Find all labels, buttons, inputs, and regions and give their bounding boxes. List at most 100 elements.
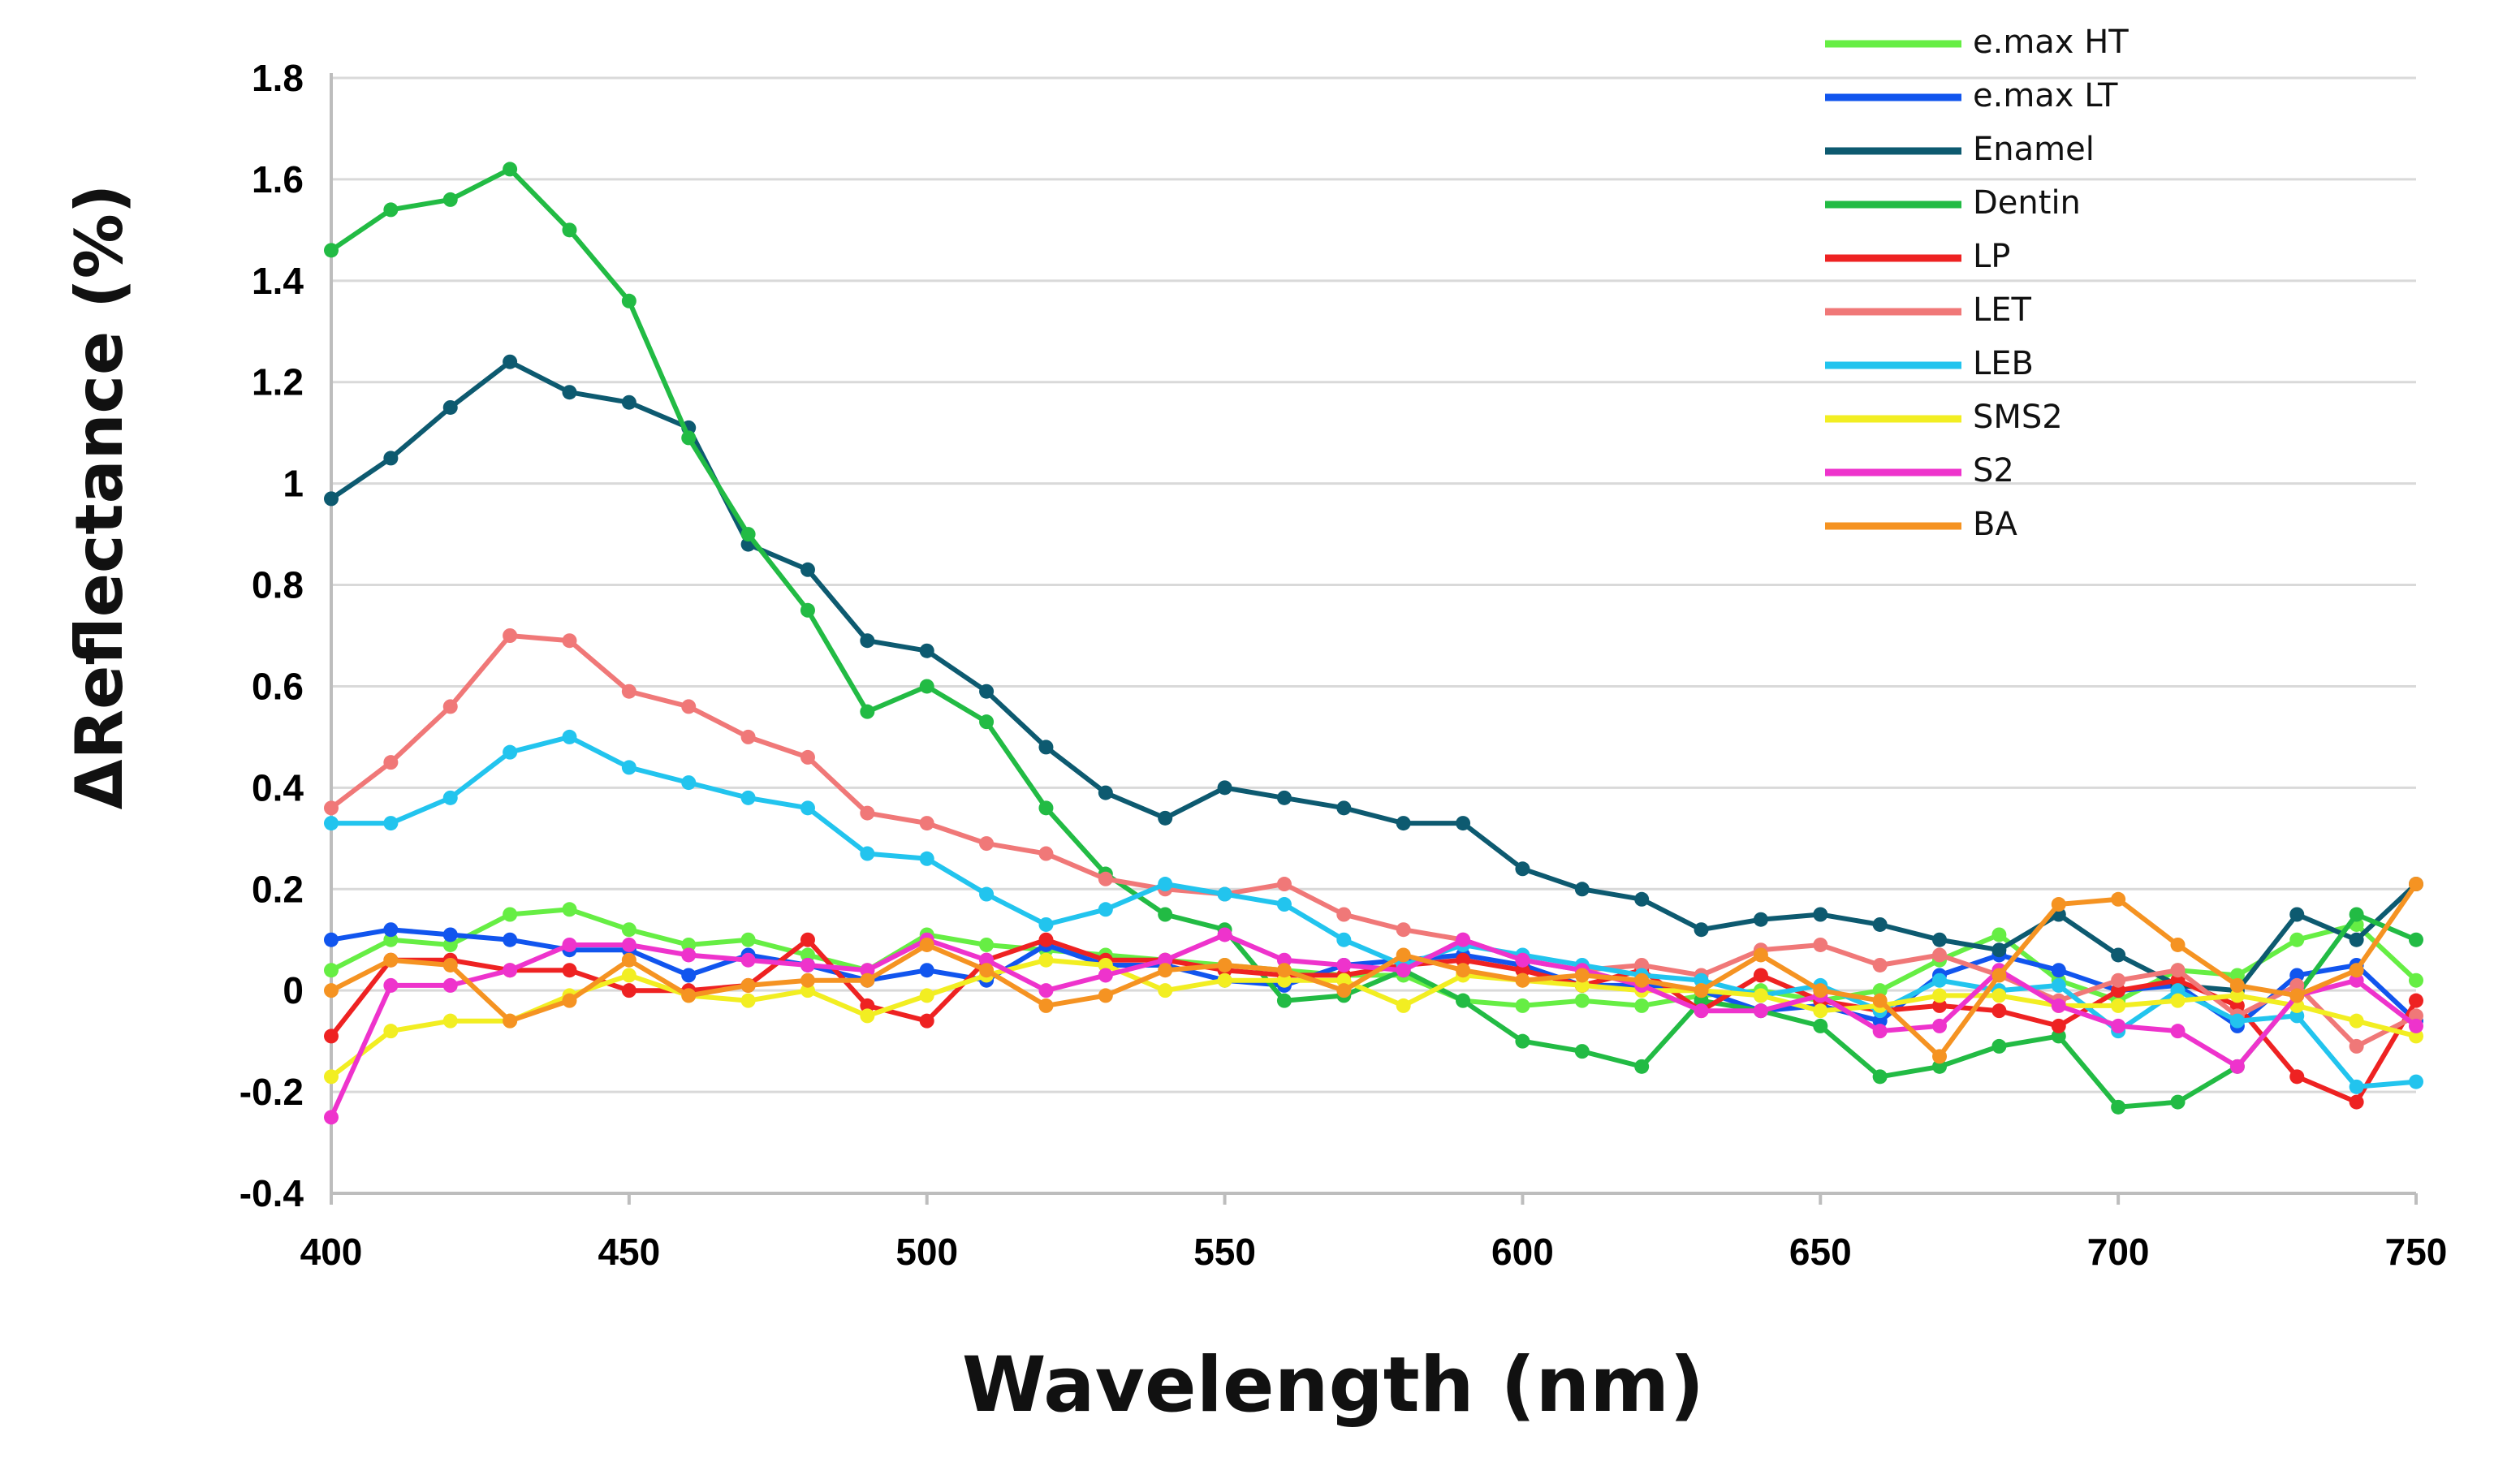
data-point [740, 729, 756, 744]
legend-item: LET [1825, 291, 2032, 329]
x-tick-label: 450 [598, 1231, 660, 1273]
data-point [1276, 877, 1292, 892]
x-tick-label: 650 [1789, 1231, 1852, 1273]
data-point [442, 927, 458, 942]
data-point [2289, 1008, 2305, 1024]
data-point [2051, 1029, 2066, 1044]
data-point [562, 993, 577, 1008]
data-point [1276, 993, 1292, 1008]
legend-label: e.max HT [1973, 24, 2129, 61]
data-point [1098, 957, 1113, 973]
data-point [562, 902, 577, 917]
data-point [2111, 983, 2126, 998]
x-axis-title: Wavelength (nm) [962, 1341, 1704, 1430]
data-point [1098, 871, 1113, 886]
data-point [860, 998, 875, 1013]
data-point [800, 983, 815, 998]
data-point [1515, 973, 1530, 988]
data-point [442, 957, 458, 973]
legend-item: Dentin [1825, 184, 2081, 222]
data-point [1456, 952, 1471, 968]
data-point [1276, 963, 1292, 978]
data-point [2289, 907, 2305, 922]
series-line [330, 927, 2419, 1029]
data-point [1217, 886, 1232, 902]
data-point [324, 800, 339, 816]
data-point [1694, 973, 1709, 988]
data-point [562, 963, 577, 978]
y-tick-label: 0 [283, 969, 304, 1011]
y-tick-label: 1.2 [252, 361, 304, 403]
data-point [442, 399, 458, 415]
data-point [2289, 932, 2305, 947]
data-point [740, 932, 756, 947]
data-point [1098, 785, 1113, 800]
data-point [2289, 977, 2305, 993]
data-point [1574, 1044, 1590, 1059]
data-point [1932, 1059, 1948, 1074]
data-point [2229, 988, 2245, 1003]
data-point [800, 562, 815, 577]
data-point [503, 1013, 518, 1029]
data-point [621, 983, 636, 998]
data-point [562, 937, 577, 952]
data-point [1932, 1049, 1948, 1064]
data-point [621, 684, 636, 699]
data-point [1634, 973, 1650, 988]
data-point [2409, 1029, 2423, 1044]
data-point [1396, 998, 1411, 1013]
y-tick-label: 0.8 [252, 564, 304, 606]
data-point [2051, 977, 2066, 993]
data-point [2229, 968, 2245, 983]
legend-label: SMS2 [1973, 399, 2063, 436]
data-point [2170, 937, 2186, 952]
data-point [1158, 963, 1173, 978]
data-point [2051, 1018, 2066, 1033]
series-ba [324, 877, 2423, 1064]
data-point [2349, 963, 2364, 978]
data-point [919, 937, 934, 952]
data-point [2409, 1008, 2423, 1024]
data-point [621, 293, 636, 308]
data-point [1456, 963, 1471, 978]
legend-item: e.max HT [1825, 24, 2129, 61]
data-point [2170, 1024, 2186, 1039]
data-point [1276, 973, 1292, 988]
y-tick-label: 1 [283, 463, 304, 505]
data-point [1991, 988, 2007, 1003]
data-point [1217, 780, 1232, 796]
data-point [860, 633, 875, 649]
data-point [1396, 922, 1411, 938]
data-point [2111, 973, 2126, 988]
data-point [442, 1013, 458, 1029]
data-point [1336, 983, 1352, 998]
data-point [621, 968, 636, 983]
legend-label: LP [1973, 238, 2010, 275]
data-point [979, 714, 995, 730]
data-point [503, 744, 518, 760]
legend: e.max HT e.max LT Enamel Dentin LP LET LEB SMS2… [1825, 24, 2129, 543]
data-point [919, 679, 934, 694]
data-point [324, 1110, 339, 1125]
series-enamel [324, 354, 2423, 998]
data-point [2349, 932, 2364, 947]
data-point [1634, 998, 1650, 1013]
data-point [1694, 922, 1709, 938]
data-point [1336, 907, 1352, 922]
legend-label: e.max LT [1973, 77, 2118, 114]
data-point [919, 988, 934, 1003]
data-point [621, 395, 636, 410]
data-point [1158, 877, 1173, 892]
series-line [330, 633, 2418, 1049]
data-point [1336, 957, 1352, 973]
data-point [383, 977, 399, 993]
legend-item: e.max LT [1825, 77, 2118, 114]
data-point [2349, 1013, 2364, 1029]
data-point [1872, 957, 1888, 973]
data-point [1276, 790, 1292, 805]
legend-label: LEB [1973, 345, 2034, 382]
data-point [2409, 993, 2423, 1008]
data-point [383, 816, 399, 831]
data-point [1038, 800, 1054, 816]
data-point [1991, 942, 2007, 958]
